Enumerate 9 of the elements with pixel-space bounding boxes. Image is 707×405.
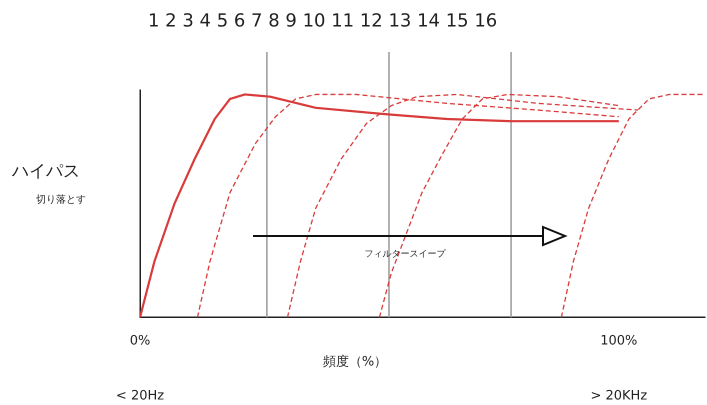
chart-title: 1 2 3 4 5 6 7 8 9 10 11 12 13 14 15 16 [148,10,498,32]
text: 切り落とす [36,194,86,206]
text: > 20KHz [590,388,648,404]
annotation: フィルタースイープ [364,248,446,260]
x-tick-label: 0% [130,334,150,349]
y-axis-title: ハイパス [11,161,80,182]
x-tick-label: 100% [600,334,638,349]
x-axis-title: 頻度（%） [322,353,388,370]
text: < 20Hz [116,388,164,404]
